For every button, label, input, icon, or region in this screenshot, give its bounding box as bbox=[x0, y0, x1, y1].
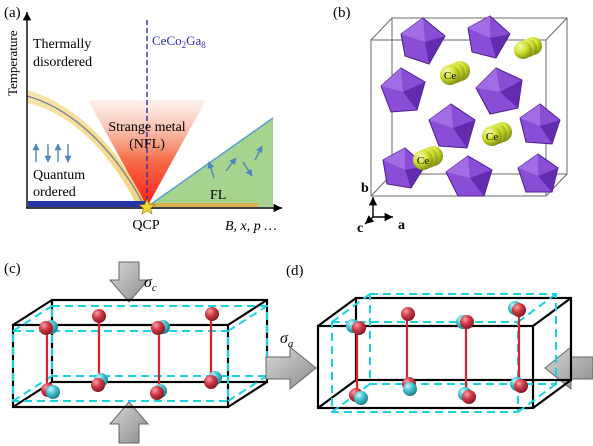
x-axis-label: B, x, p … bbox=[225, 219, 277, 234]
lattice-axes bbox=[364, 197, 393, 225]
panel-a: (a) Temperature CeCo2Ga8 Thermally disor… bbox=[4, 5, 282, 234]
panel-b: (b) bbox=[333, 5, 568, 236]
panel-c-label: (c) bbox=[4, 261, 21, 277]
nfl-label: (NFL) bbox=[129, 137, 165, 152]
atom-pair bbox=[204, 307, 222, 389]
ordered-axis-band bbox=[28, 201, 146, 207]
compression-arrow-left bbox=[265, 345, 317, 391]
crossover-band bbox=[27, 90, 147, 207]
co-polyhedra bbox=[380, 15, 561, 197]
panel-d: (d) σa bbox=[265, 263, 593, 413]
bond-lines bbox=[45, 316, 213, 393]
compression-arrow-bottom bbox=[108, 401, 150, 444]
atom-pair bbox=[401, 307, 417, 396]
ordering-line bbox=[26, 95, 146, 208]
y-axis-label: Temperature bbox=[5, 30, 20, 96]
sigma-c-label: σc bbox=[144, 274, 157, 294]
polyhedron bbox=[445, 155, 493, 197]
atom-pair bbox=[456, 315, 476, 404]
polyhedron bbox=[519, 103, 561, 145]
thermally-label-1: Thermally bbox=[33, 37, 91, 52]
polyhedron bbox=[428, 103, 476, 149]
ce-label: Ce bbox=[444, 70, 456, 82]
atom-pair bbox=[39, 320, 60, 399]
quantum-label-1: Quantum bbox=[33, 168, 85, 183]
ce-label: Ce bbox=[417, 155, 429, 167]
compression-arrow-top bbox=[108, 261, 150, 303]
polyhedron bbox=[467, 15, 511, 59]
thermally-label-2: disordered bbox=[33, 55, 92, 70]
lattice-box-dashed bbox=[12, 305, 268, 402]
axis-b-label: b bbox=[361, 181, 369, 196]
panel-b-label: (b) bbox=[333, 5, 351, 21]
nfl-fan bbox=[88, 100, 206, 207]
polyhedron bbox=[517, 153, 559, 193]
polyhedron bbox=[475, 67, 523, 115]
panel-c: (c) σc bbox=[4, 261, 269, 444]
fl-label: FL bbox=[210, 188, 226, 203]
polyhedron bbox=[380, 67, 426, 113]
ce-atom-stack: Ce bbox=[440, 61, 470, 85]
panel-a-label: (a) bbox=[4, 5, 21, 21]
atom-pair bbox=[91, 309, 108, 392]
ordered-spin-arrows bbox=[32, 143, 72, 163]
compound-name: CeCo2Ga8 bbox=[152, 33, 206, 50]
atom-pair bbox=[150, 320, 170, 400]
fl-axis-band bbox=[148, 203, 258, 207]
atom-pair bbox=[508, 301, 528, 393]
fl-spin-arrows bbox=[207, 145, 263, 179]
axis-c-label: c bbox=[357, 221, 363, 236]
lattice-box-dashed bbox=[331, 293, 557, 413]
ce-atom-stack bbox=[514, 37, 542, 59]
bond-lines bbox=[355, 310, 521, 394]
atom-pair bbox=[346, 319, 368, 405]
strange-metal-label: Strange metal bbox=[108, 120, 185, 135]
ce-atom-stack: Ce bbox=[482, 122, 512, 146]
panel-d-label: (d) bbox=[286, 263, 304, 279]
polyhedron bbox=[400, 17, 446, 65]
ce-label: Ce bbox=[486, 131, 498, 143]
ce-atom-stack: Ce bbox=[413, 146, 443, 170]
axis-a-label: a bbox=[398, 218, 405, 233]
quantum-label-2: ordered bbox=[33, 185, 76, 200]
lattice-box-solid bbox=[316, 296, 573, 410]
qcp-label: QCP bbox=[132, 218, 159, 233]
sigma-a-label: σa bbox=[280, 330, 294, 350]
qcp-star-icon bbox=[138, 198, 156, 215]
